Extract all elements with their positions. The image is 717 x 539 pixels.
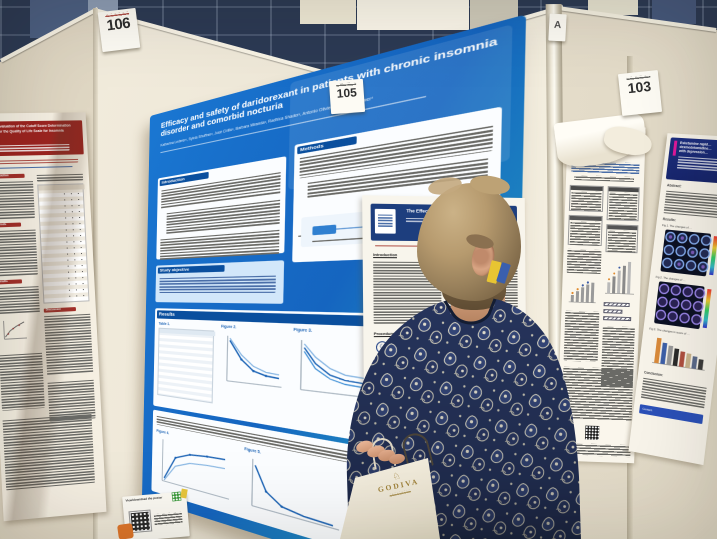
board-label-a: A	[548, 13, 567, 42]
figure2-chart	[220, 331, 288, 398]
qr-orange-badge	[117, 523, 134, 539]
hatched-bar	[603, 316, 632, 322]
table-body	[569, 220, 601, 246]
table-block	[568, 184, 604, 213]
table-block	[606, 186, 640, 222]
esk-fig2-heatmap	[653, 280, 712, 330]
board-label-103: 103	[617, 70, 663, 116]
curled-authors-lines	[573, 174, 635, 183]
poster-curled	[556, 124, 646, 464]
qr-card-small-lines	[153, 511, 183, 527]
study-objective-header: Study objective	[157, 264, 225, 274]
board-number-106: 106	[105, 14, 132, 35]
mini-bar-chart	[568, 281, 596, 304]
study-objective-panel: Study objective	[155, 260, 285, 304]
esk-results-label: Results:	[662, 217, 677, 223]
hatched-bar	[603, 302, 630, 308]
intro-panel: Introduction	[156, 156, 287, 261]
esk-fig1-heatmap	[659, 228, 717, 277]
board-letter-a: A	[553, 19, 562, 32]
figure2-block: Figure 2.	[219, 324, 291, 422]
esk-fig3-barchart	[649, 337, 710, 374]
demographics-table	[157, 327, 216, 404]
board-seam	[93, 8, 98, 539]
board-label-105: 105	[328, 78, 366, 115]
text-lines	[159, 273, 276, 293]
esk-title-band: Esketamine rapid… dexmedetomidine… with …	[665, 137, 717, 185]
table-body	[608, 192, 638, 222]
esk-magenta-accent	[672, 140, 678, 156]
text-lines	[640, 376, 707, 409]
esk-abstract-label: Abstract:	[666, 183, 682, 189]
table-body	[570, 190, 602, 212]
mini-bar-chart	[605, 261, 635, 295]
board-number-103: 103	[626, 77, 652, 97]
curled-qr-code	[584, 425, 600, 441]
table-body	[607, 230, 637, 254]
wall-lit-panel	[300, 0, 356, 24]
board-label-106: 106	[97, 7, 141, 53]
cbti-logo	[374, 208, 396, 234]
table-header-row	[159, 328, 216, 337]
poster-esketamine: Esketamine rapid… dexmedetomidine… with …	[628, 133, 717, 466]
hatched-bar	[603, 309, 623, 314]
cbti-intro-header: Introduction	[373, 251, 398, 259]
timeline-box	[312, 224, 337, 236]
text-lines	[663, 189, 717, 219]
board-number-105: 105	[336, 84, 358, 101]
wall-lit-panel	[357, 0, 469, 30]
esk-contact-label: Contact:	[642, 406, 653, 413]
esk-authors-lines	[676, 154, 717, 173]
table-block	[567, 214, 603, 246]
table1-block: Table 1.	[157, 322, 216, 411]
logo-mark	[377, 212, 393, 228]
table-block	[605, 224, 639, 254]
text-lines	[566, 248, 602, 274]
shirt-collar	[443, 298, 497, 325]
